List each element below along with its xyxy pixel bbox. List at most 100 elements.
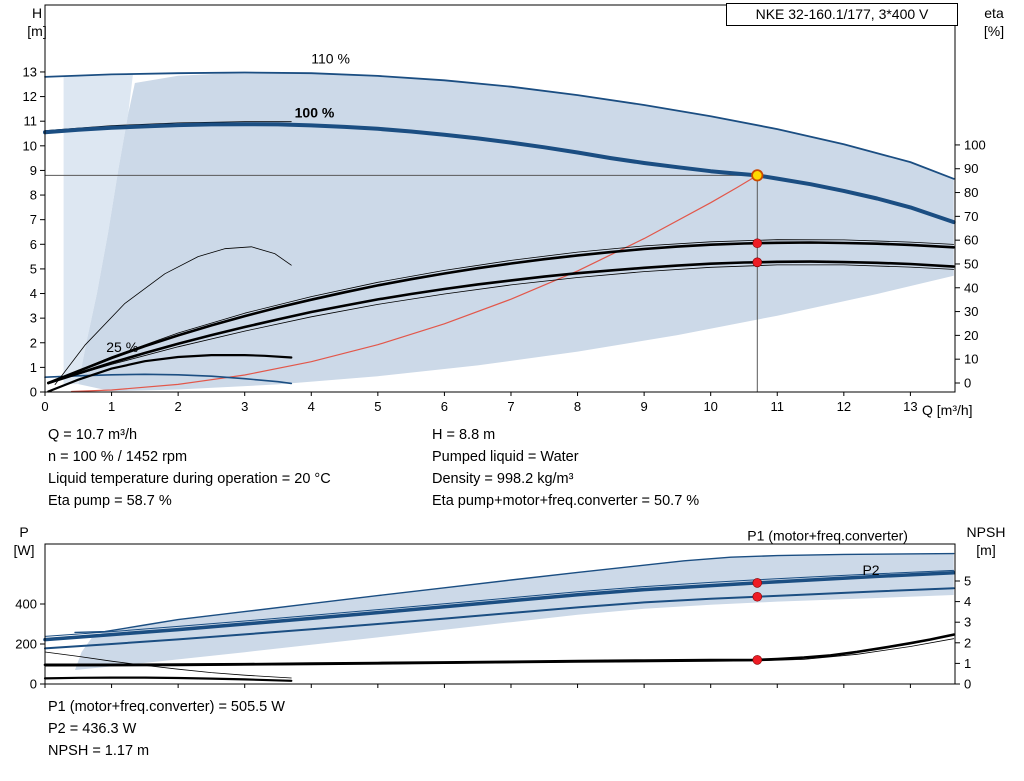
svg-text:10: 10	[23, 138, 37, 153]
info-npsh: NPSH = 1.17 m	[48, 743, 150, 759]
svg-text:200: 200	[15, 637, 37, 652]
svg-text:0: 0	[30, 677, 37, 692]
svg-text:100: 100	[964, 137, 986, 152]
h-axis-label: H [m]	[16, 4, 58, 40]
p1-curve	[43, 571, 956, 642]
svg-text:1: 1	[30, 360, 37, 375]
svg-text:90: 90	[964, 161, 978, 176]
p2-dot	[752, 591, 763, 602]
pump-title-box: NKE 32-160.1/177, 3*400 V	[726, 3, 958, 26]
label-p2: P2	[862, 562, 879, 578]
h-axis-unit: [m]	[27, 23, 47, 39]
q-axis-label: Q [m³/h]	[922, 402, 973, 418]
svg-text:40: 40	[964, 280, 978, 295]
eta-total-curve	[46, 260, 956, 385]
qh-eta-chart-axis-ticks: 0123456789101112130102030405060708090100…	[23, 64, 986, 414]
p1-dot	[752, 578, 763, 588]
info-q: Q = 10.7 m³/h	[48, 427, 138, 443]
eta-axis-unit: [%]	[983, 23, 1005, 39]
qh-eta-chart: 0123456789101112130102030405060708090100…	[23, 4, 986, 414]
aux-thin-arc	[54, 246, 292, 386]
svg-text:6: 6	[441, 399, 448, 414]
info-eta-total: Eta pump+motor+freq.converter = 50.7 %	[432, 493, 700, 509]
power-npsh-chart-frame	[44, 543, 956, 685]
svg-text:0: 0	[41, 399, 48, 414]
info-liquid-temp: Liquid temperature during operation = 20…	[48, 471, 331, 487]
eta-pump-curve	[46, 241, 956, 385]
info-eta-pump: Eta pump = 58.7 %	[48, 493, 172, 509]
svg-text:7: 7	[30, 212, 37, 227]
svg-text:80: 80	[964, 185, 978, 200]
eta-pump-dot	[752, 238, 763, 249]
info-block-bottom: P1 (motor+freq.converter) = 505.5 W P2 =…	[48, 696, 285, 762]
info-h: H = 8.8 m	[432, 427, 496, 443]
svg-text:30: 30	[964, 304, 978, 319]
svg-text:3: 3	[964, 615, 971, 630]
npsh-axis-unit: [m]	[976, 542, 996, 558]
p1-upper-envelope	[74, 552, 955, 634]
svg-text:400: 400	[15, 597, 37, 612]
svg-text:50: 50	[964, 256, 978, 271]
duty-point	[751, 169, 764, 182]
info-block-right: H = 8.8 m Pumped liquid = Water Density …	[432, 424, 699, 512]
svg-text:2: 2	[175, 399, 182, 414]
svg-text:5: 5	[374, 399, 381, 414]
label-25pct: 25 %	[106, 339, 138, 355]
label-110pct: 110 %	[311, 50, 350, 66]
svg-text:11: 11	[24, 114, 38, 129]
eta-axis-symbol: eta	[984, 5, 1004, 21]
svg-text:9: 9	[30, 163, 37, 178]
info-speed: n = 100 % / 1452 rpm	[48, 449, 188, 465]
svg-text:11: 11	[771, 399, 785, 414]
svg-text:60: 60	[964, 233, 978, 248]
svg-text:12: 12	[837, 399, 851, 414]
svg-text:9: 9	[641, 399, 648, 414]
p-25pct-thin	[44, 651, 292, 679]
svg-text:8: 8	[30, 188, 37, 203]
svg-text:3: 3	[30, 311, 37, 326]
p2-curve	[44, 587, 955, 650]
eta-pump-tolerance	[47, 239, 955, 384]
eta-total-dot	[752, 257, 763, 268]
svg-text:13: 13	[903, 399, 917, 414]
svg-text:1: 1	[108, 399, 115, 414]
svg-text:4: 4	[30, 286, 37, 301]
operating-band-pale	[63, 74, 133, 385]
svg-text:20: 20	[964, 328, 978, 343]
p-axis-symbol: P	[19, 524, 29, 540]
svg-text:2: 2	[964, 635, 971, 650]
svg-text:6: 6	[30, 237, 37, 252]
svg-text:12: 12	[23, 89, 37, 104]
npsh-dot	[752, 655, 763, 665]
npsh-axis-symbol: NPSH	[966, 524, 1006, 540]
qh-eta-chart-frame	[44, 4, 956, 393]
svg-text:10: 10	[703, 399, 717, 414]
svg-text:70: 70	[964, 209, 978, 224]
label-p1: P1 (motor+freq.converter)	[747, 528, 908, 544]
svg-text:13: 13	[23, 64, 37, 79]
qh-curve-110pct	[44, 71, 955, 180]
info-block-left: Q = 10.7 m³/h n = 100 % / 1452 rpm Liqui…	[48, 424, 331, 512]
svg-text:4: 4	[964, 594, 971, 609]
info-density: Density = 998.2 kg/m³	[432, 471, 574, 487]
info-p1: P1 (motor+freq.converter) = 505.5 W	[48, 699, 285, 715]
svg-text:0: 0	[964, 677, 971, 692]
h-axis-symbol: H	[31, 5, 43, 21]
svg-text:0: 0	[30, 385, 37, 400]
label-100pct: 100 %	[295, 105, 335, 121]
npsh-curve	[43, 633, 956, 667]
power-npsh-chart-axis-ticks: 0 200 400 0 1 2 3 4 5	[15, 574, 971, 692]
info-p2: P2 = 436.3 W	[48, 721, 137, 737]
qh-curve-100pct	[43, 122, 956, 225]
svg-text:4: 4	[308, 399, 315, 414]
svg-text:7: 7	[507, 399, 514, 414]
svg-text:0: 0	[964, 375, 971, 390]
svg-text:5: 5	[30, 261, 37, 276]
power-npsh-chart: 0 200 400 0 1 2 3 4 5 P1 (motor+freq.converter) P2	[15, 528, 971, 692]
svg-text:5: 5	[964, 574, 971, 589]
p-axis-unit: [W]	[13, 542, 35, 558]
p1-tolerance	[44, 569, 955, 637]
svg-text:10: 10	[964, 352, 978, 367]
